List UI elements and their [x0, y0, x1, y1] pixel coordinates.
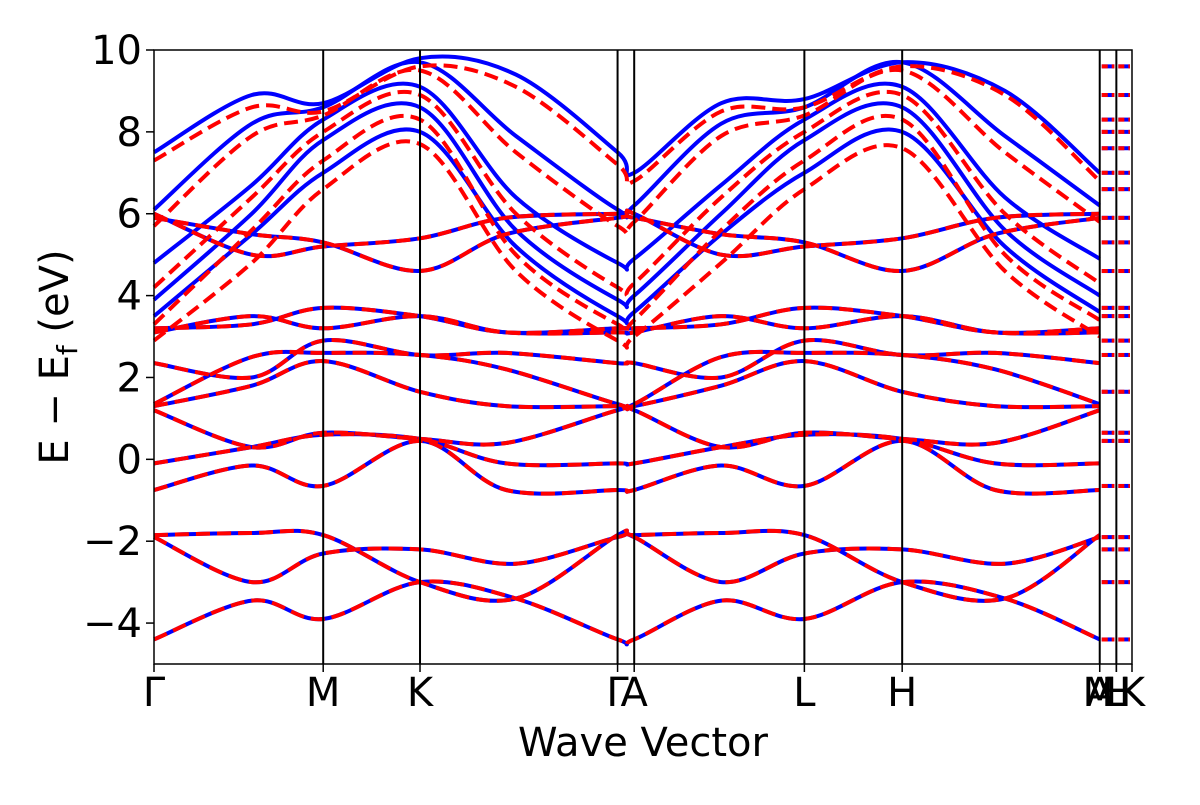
x-tick-label: M	[1082, 670, 1117, 716]
y-tick-label: 0	[117, 437, 142, 483]
band-line	[152, 89, 1101, 298]
y-tick-label: 10	[91, 28, 142, 74]
x-tick-label: M	[306, 670, 341, 716]
x-tick-label: Γ	[606, 670, 629, 716]
band-line	[153, 438, 1100, 496]
y-axis-title-main: E − E	[32, 355, 78, 465]
band-series-2	[152, 63, 1102, 647]
x-tick-label: H	[887, 670, 917, 716]
band-line	[153, 305, 1100, 335]
y-tick-label: 6	[117, 192, 142, 238]
y-tick-label: 4	[117, 274, 142, 320]
x-tick-label: L	[793, 670, 816, 716]
band-line	[153, 359, 1100, 410]
x-tick-label: H	[1101, 670, 1131, 716]
y-tick-label: −4	[83, 601, 142, 647]
tail-segment-levels	[1101, 64, 1130, 642]
y-axis-title-subscript: f	[51, 344, 84, 355]
band-line	[152, 113, 1101, 335]
band-line	[153, 338, 1100, 381]
band-line	[153, 579, 1101, 647]
plot-frame	[153, 49, 1133, 665]
band-line	[153, 349, 1101, 412]
y-tick-label: 8	[117, 110, 142, 156]
band-line	[153, 403, 1101, 450]
x-axis-title: Wave Vector	[518, 720, 769, 766]
band-line	[152, 54, 1102, 178]
band-line	[152, 139, 1101, 350]
x-tick-label: A	[621, 670, 649, 716]
band-line	[152, 67, 1101, 237]
bands-layer	[152, 54, 1130, 647]
x-tick-label: L	[1105, 670, 1128, 716]
y-tick-label: −2	[83, 519, 142, 565]
band-line	[153, 208, 1100, 259]
high-symmetry-lines	[322, 50, 1118, 664]
x-tick-label: K	[1119, 670, 1147, 716]
band-line	[153, 63, 1102, 187]
band-line	[152, 127, 1101, 326]
x-tick-label: K	[407, 670, 435, 716]
band-line	[153, 530, 1101, 585]
x-tick-label: Γ	[143, 670, 166, 716]
band-line	[153, 432, 1100, 468]
band-line	[152, 81, 1101, 272]
x-tick-label: A	[1086, 670, 1114, 716]
y-axis-title-unit: (eV)	[32, 249, 78, 345]
y-tick-label: 2	[117, 355, 142, 401]
band-line	[152, 101, 1101, 310]
y-axis-title: E − Ef (eV)	[32, 249, 84, 464]
band-line	[153, 403, 1101, 450]
